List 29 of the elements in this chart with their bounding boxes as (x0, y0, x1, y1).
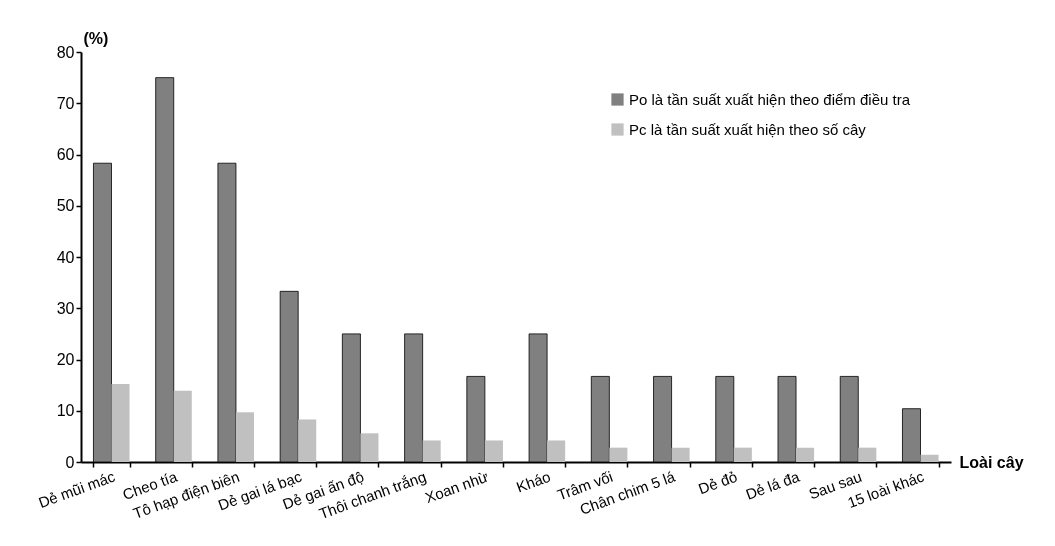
bar (173, 390, 192, 462)
y-axis-title: (%) (83, 29, 109, 47)
y-tick-label: 20 (56, 351, 75, 368)
bar (796, 447, 815, 462)
x-axis-title: Loài cây (959, 453, 1024, 471)
bar (484, 440, 503, 462)
y-tick-label: 60 (56, 146, 75, 163)
bar (111, 384, 130, 462)
y-tick-label: 50 (56, 197, 75, 215)
bar (298, 419, 317, 462)
x-tick-label: Kháo (514, 467, 553, 496)
y-tick-label: 70 (56, 94, 75, 112)
y-tick-label: 30 (56, 299, 75, 317)
legend-label: Po là tần suất xuất hiện theo điểm điều tra (629, 90, 911, 108)
bar (547, 440, 566, 462)
x-tick-label: Dẻ đỏ (696, 467, 740, 498)
legend-label: Pc là tần suất xuất hiện theo số cây (629, 120, 867, 138)
bar (671, 447, 690, 462)
bar (920, 454, 939, 462)
bar (733, 447, 752, 462)
y-tick-label: 40 (56, 248, 75, 266)
x-tick-label: Dẻ lá đa (743, 467, 803, 503)
bar (422, 440, 441, 462)
bar (609, 447, 628, 462)
y-tick-label: 10 (56, 402, 75, 420)
y-tick-label: 80 (56, 43, 75, 61)
bar (858, 447, 877, 462)
bar (235, 412, 254, 462)
bar (360, 433, 379, 462)
